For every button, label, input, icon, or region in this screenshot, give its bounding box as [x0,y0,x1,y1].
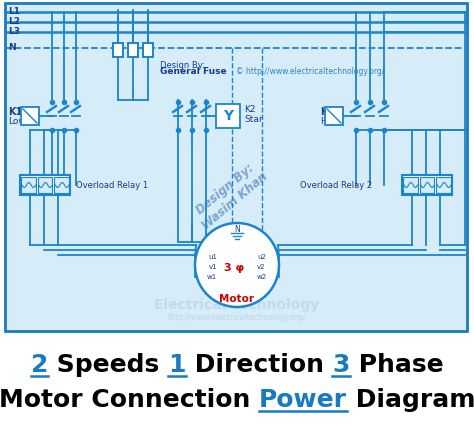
Text: 2: 2 [31,353,48,377]
Text: Motor: Motor [219,294,255,304]
Circle shape [195,223,279,307]
Text: L1: L1 [8,7,20,16]
Text: Power: Power [259,388,347,412]
Text: Motor Connection: Motor Connection [0,388,259,412]
Text: High: High [320,117,341,126]
Text: w2: w2 [257,274,267,280]
FancyBboxPatch shape [20,175,70,195]
Text: http://www.electricaltechnology.org/: http://www.electricaltechnology.org/ [168,313,306,323]
FancyBboxPatch shape [437,177,451,193]
FancyBboxPatch shape [325,107,343,125]
Text: © http://www.electricaltechnology.org/: © http://www.electricaltechnology.org/ [236,68,384,77]
Text: u1: u1 [208,254,217,260]
FancyBboxPatch shape [216,104,240,128]
Text: L2: L2 [8,17,20,26]
Text: Phase: Phase [350,353,443,377]
FancyBboxPatch shape [5,3,467,331]
FancyBboxPatch shape [21,177,36,193]
Text: Electrical Technology: Electrical Technology [155,298,319,312]
Text: Star: Star [244,116,263,125]
Text: Design By:
Wasim Khan: Design By: Wasim Khan [190,158,270,232]
Text: N: N [8,43,16,52]
Text: Y: Y [223,109,233,123]
FancyBboxPatch shape [143,43,153,57]
FancyBboxPatch shape [21,107,39,125]
Text: Speeds: Speeds [48,353,168,377]
Text: 3 φ: 3 φ [224,263,244,273]
Text: v2: v2 [257,264,265,270]
Text: K2: K2 [244,106,255,114]
Text: Diagram: Diagram [347,388,474,412]
Text: v1: v1 [209,264,217,270]
FancyBboxPatch shape [128,43,138,57]
Text: L3: L3 [8,28,20,36]
FancyBboxPatch shape [37,177,52,193]
Text: Design By:: Design By: [160,61,205,71]
FancyBboxPatch shape [55,177,69,193]
FancyBboxPatch shape [113,43,123,57]
Text: N: N [234,224,240,233]
FancyBboxPatch shape [402,175,452,195]
FancyBboxPatch shape [403,177,418,193]
Text: Overload Relay 1: Overload Relay 1 [76,181,148,190]
FancyBboxPatch shape [419,177,434,193]
Text: General Fuse: General Fuse [160,68,227,77]
Text: K1: K1 [8,107,22,117]
Text: Overload Relay 2: Overload Relay 2 [300,181,372,190]
Text: u2: u2 [257,254,266,260]
Text: Direction: Direction [185,353,332,377]
Text: 3: 3 [332,353,350,377]
Text: w1: w1 [207,274,217,280]
Text: Low: Low [8,117,26,126]
Text: K3: K3 [320,107,334,117]
Text: 1: 1 [168,353,185,377]
